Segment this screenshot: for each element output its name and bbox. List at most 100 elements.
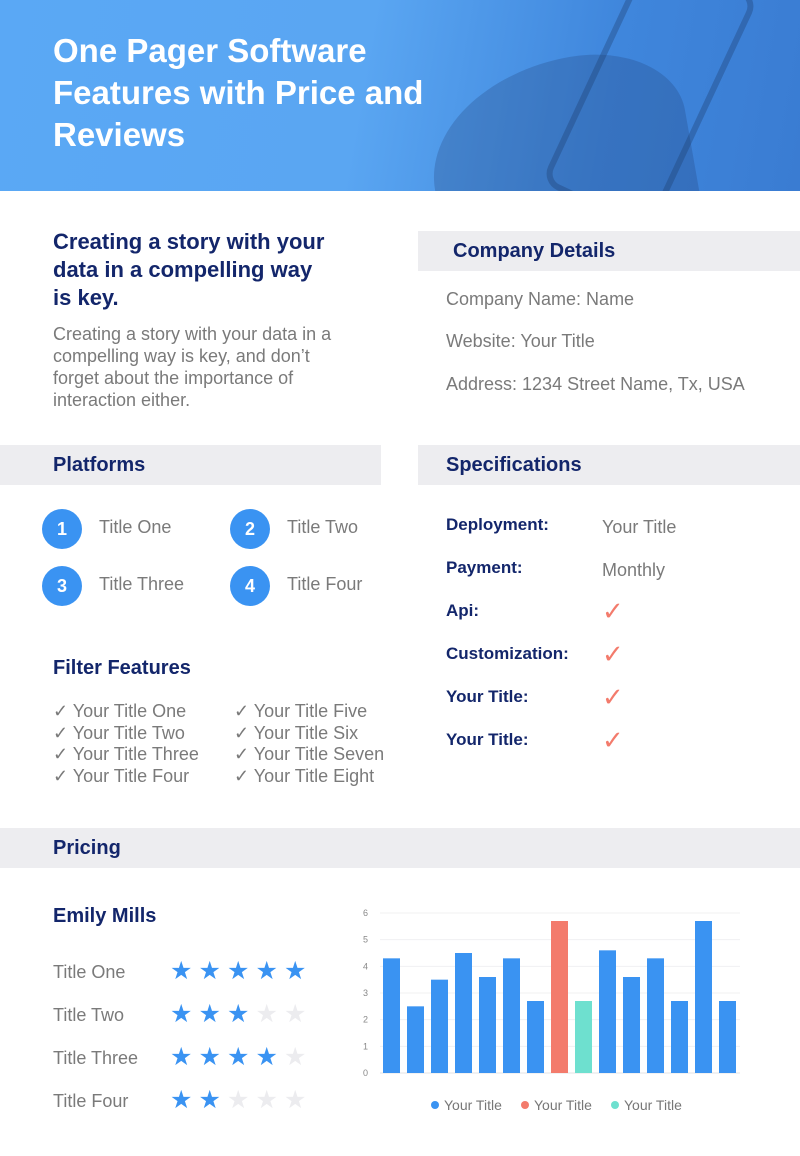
platform-number: 2: [230, 509, 270, 549]
filter-item: ✓ Your Title Four: [53, 765, 190, 786]
bar: [599, 950, 616, 1073]
filter-item: ✓ Your Title Five: [234, 701, 368, 721]
legend-marker: [521, 1101, 529, 1109]
rating-label: Title Four: [53, 1091, 129, 1111]
platforms-title: Platforms: [53, 454, 146, 476]
spec-label: Api:: [446, 601, 480, 620]
star-empty-icon: ★: [255, 1086, 278, 1114]
y-tick-label: 5: [363, 935, 368, 945]
star-empty-icon: ★: [284, 1086, 307, 1114]
platform-label: Title Four: [287, 574, 363, 594]
intro-heading: Creating a story with your data in a com…: [53, 229, 325, 310]
spec-label: Your Title:: [446, 730, 529, 749]
star-filled-icon: ★: [170, 957, 193, 985]
platform-label: Title One: [99, 517, 172, 537]
bar: [719, 1001, 736, 1073]
check-icon: ✓: [602, 639, 624, 669]
star-filled-icon: ★: [170, 1086, 193, 1114]
company-name: Company Name: Name: [446, 289, 635, 309]
bar: [455, 953, 472, 1073]
bar: [503, 958, 520, 1073]
platform-number: 4: [230, 566, 270, 606]
platform-number: 3: [42, 566, 82, 606]
bar: [479, 977, 496, 1073]
company-band: Company Details: [418, 231, 800, 271]
y-tick-label: 4: [363, 961, 368, 971]
legend-marker: [611, 1101, 619, 1109]
star-filled-icon: ★: [255, 1043, 278, 1071]
bar: [623, 977, 640, 1073]
platforms-band: Platforms: [0, 445, 381, 485]
bar: [575, 1001, 592, 1073]
rating-label: Title Two: [53, 1005, 125, 1025]
specs-band: Specifications: [418, 445, 800, 485]
filter-item: ✓ Your Title Three: [53, 744, 199, 764]
star-filled-icon: ★: [198, 1043, 221, 1071]
bar: [671, 1001, 688, 1073]
platform-label: Title Two: [287, 517, 359, 537]
company-title: Company Details: [453, 240, 616, 262]
star-filled-icon: ★: [284, 957, 307, 985]
bar: [695, 921, 712, 1073]
legend-marker: [431, 1101, 439, 1109]
filter-col-1: ✓ Your Title One ✓ Your Title Two ✓ Your…: [53, 701, 199, 787]
company-website: Website: Your Title: [446, 331, 595, 351]
star-filled-icon: ★: [170, 1043, 193, 1071]
bar: [407, 1006, 424, 1073]
filter-item: ✓ Your Title Six: [234, 722, 359, 743]
bar: [431, 979, 448, 1073]
page-title: One Pager Software Features with Price a…: [53, 32, 424, 153]
spec-label: Deployment:: [446, 515, 549, 534]
filter-col-2: ✓ Your Title Five ✓ Your Title Six ✓ You…: [234, 701, 384, 787]
intro-body: Creating a story with your data in a com…: [53, 324, 332, 410]
pricing-band: Pricing: [0, 828, 800, 868]
star-empty-icon: ★: [284, 1043, 307, 1071]
legend-label: Your Title: [534, 1097, 592, 1113]
bar: [551, 921, 568, 1073]
legend-label: Your Title: [624, 1097, 682, 1113]
bar: [647, 958, 664, 1073]
y-tick-label: 3: [363, 988, 368, 998]
rating-label: Title One: [53, 962, 126, 982]
star-empty-icon: ★: [227, 1086, 250, 1114]
reviewer-name: Emily Mills: [53, 905, 157, 927]
platform-label: Title Three: [99, 574, 185, 594]
y-tick-label: 2: [363, 1015, 368, 1025]
star-filled-icon: ★: [255, 957, 278, 985]
star-filled-icon: ★: [227, 1000, 250, 1028]
filter-item: ✓ Your Title One: [53, 701, 187, 721]
star-empty-icon: ★: [255, 1000, 278, 1028]
platform-number: 1: [42, 509, 82, 549]
filter-item: ✓ Your Title Two: [53, 722, 185, 743]
rating-label: Title Three: [53, 1048, 139, 1068]
star-filled-icon: ★: [227, 957, 250, 985]
specs-title: Specifications: [446, 454, 582, 476]
star-filled-icon: ★: [198, 1000, 221, 1028]
check-icon: ✓: [602, 596, 624, 626]
check-icon: ✓: [602, 725, 624, 755]
spec-value: Your Title: [602, 517, 677, 537]
pricing-title: Pricing: [53, 837, 121, 859]
star-filled-icon: ★: [170, 1000, 193, 1028]
star-empty-icon: ★: [284, 1000, 307, 1028]
filter-item: ✓ Your Title Eight: [234, 765, 375, 786]
spec-label: Your Title:: [446, 687, 529, 706]
hero-banner: One Pager Software Features with Price a…: [0, 0, 800, 191]
filter-item: ✓ Your Title Seven: [234, 744, 385, 764]
bar: [383, 958, 400, 1073]
spec-value: Monthly: [602, 560, 666, 580]
bar-chart: 0 1 2 3 4 5 6 Your Title Your Title Your Title: [363, 908, 740, 1113]
check-icon: ✓: [602, 682, 624, 712]
star-filled-icon: ★: [227, 1043, 250, 1071]
star-filled-icon: ★: [198, 957, 221, 985]
company-address: Address: 1234 Street Name, Tx, USA: [446, 374, 745, 394]
filter-title: Filter Features: [53, 657, 191, 679]
bar: [527, 1001, 544, 1073]
legend-label: Your Title: [444, 1097, 502, 1113]
spec-label: Payment:: [446, 558, 523, 577]
spec-label: Customization:: [446, 644, 569, 663]
y-tick-label: 6: [363, 908, 368, 918]
y-tick-label: 0: [363, 1068, 368, 1078]
star-filled-icon: ★: [198, 1086, 221, 1114]
y-tick-label: 1: [363, 1041, 368, 1051]
